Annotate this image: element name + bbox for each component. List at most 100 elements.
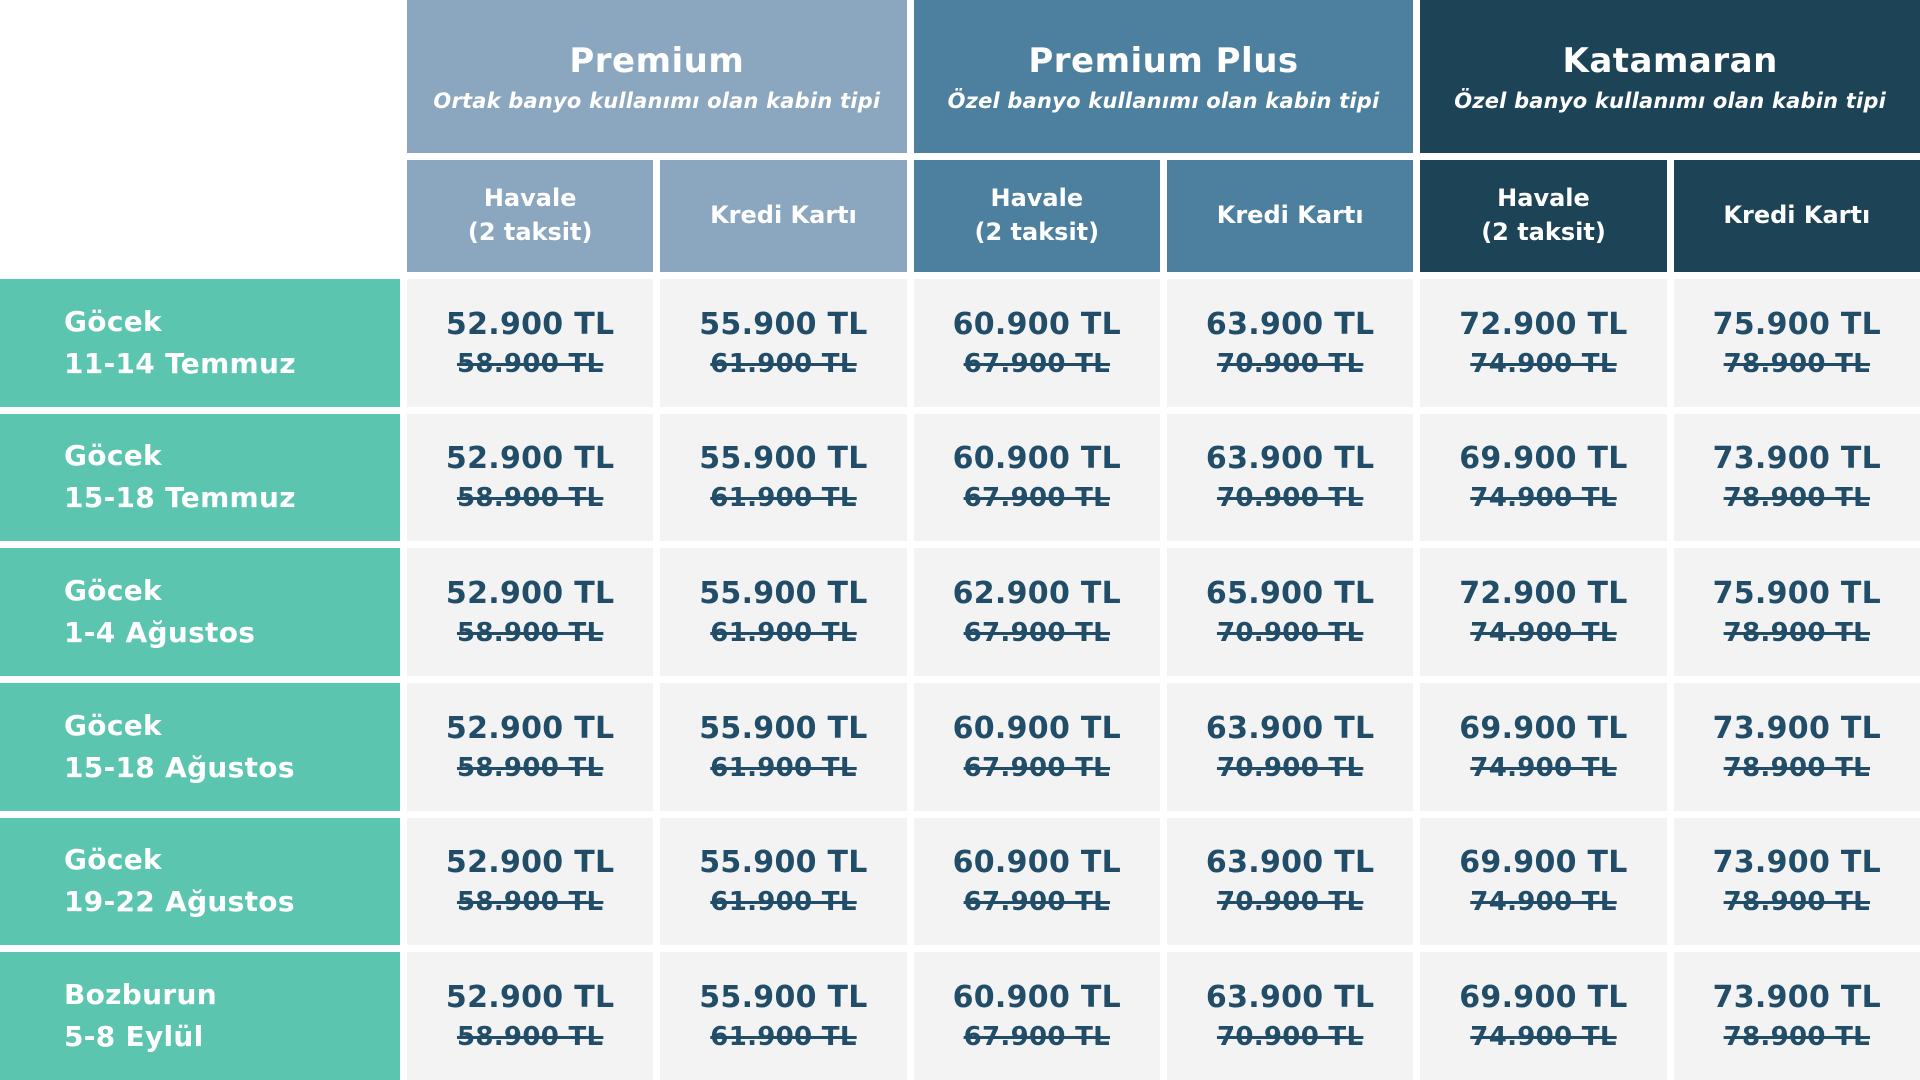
price-current: 75.900 TL bbox=[1712, 306, 1882, 342]
trip-destination: Göcek bbox=[64, 304, 162, 338]
group-title-premium: Premium bbox=[569, 40, 745, 81]
trip-label-bozburun-5-8-eylul: Bozburun 5-8 Eylül bbox=[0, 952, 400, 1080]
price-current: 52.900 TL bbox=[445, 576, 615, 612]
trip-dates: 1-4 Ağustos bbox=[64, 616, 256, 650]
price-old: 78.900 TL bbox=[1723, 752, 1871, 783]
price-cell: 63.900 TL 70.900 TL bbox=[1166, 413, 1414, 542]
price-old: 61.900 TL bbox=[710, 483, 857, 514]
havale-note: (2 taksit) bbox=[1481, 218, 1606, 246]
payment-header-katamaran-kredi: Kredi Kartı bbox=[1673, 160, 1920, 272]
price-cell: 73.900 TL 78.900 TL bbox=[1673, 817, 1920, 946]
group-header-premium-plus: Premium Plus Özel banyo kullanımı olan k… bbox=[913, 0, 1414, 153]
price-cell: 63.900 TL 70.900 TL bbox=[1166, 817, 1414, 946]
price-old: 70.900 TL bbox=[1216, 1022, 1364, 1053]
kredi-label: Kredi Kartı bbox=[1723, 201, 1871, 230]
price-old: 70.900 TL bbox=[1216, 752, 1364, 783]
price-old: 78.900 TL bbox=[1723, 348, 1871, 379]
trip-label-gocek-1-4-agustos: Göcek 1-4 Ağustos bbox=[0, 548, 400, 676]
payment-header-premium-havale: Havale (2 taksit) bbox=[407, 160, 654, 272]
price-current: 60.900 TL bbox=[952, 306, 1122, 342]
price-old: 58.900 TL bbox=[456, 348, 604, 379]
trip-dates: 19-22 Ağustos bbox=[64, 885, 295, 919]
price-old: 61.900 TL bbox=[710, 348, 857, 379]
price-current: 63.900 TL bbox=[1205, 306, 1375, 342]
price-cell: 52.900 TL 58.900 TL bbox=[407, 817, 654, 946]
havale-label: Havale bbox=[483, 184, 577, 213]
price-current: 72.900 TL bbox=[1459, 306, 1628, 342]
price-cell: 52.900 TL 58.900 TL bbox=[407, 279, 654, 407]
price-cell: 65.900 TL 70.900 TL bbox=[1166, 548, 1414, 676]
price-current: 69.900 TL bbox=[1459, 980, 1628, 1016]
payment-header-premium-kredi: Kredi Kartı bbox=[660, 160, 907, 272]
trip-dates: 11-14 Temmuz bbox=[64, 346, 296, 380]
price-current: 75.900 TL bbox=[1712, 576, 1882, 612]
trip-destination: Göcek bbox=[64, 708, 162, 742]
price-current: 63.900 TL bbox=[1205, 845, 1375, 881]
price-old: 74.900 TL bbox=[1470, 483, 1617, 514]
price-cell: 60.900 TL 67.900 TL bbox=[913, 682, 1160, 811]
price-old: 61.900 TL bbox=[710, 887, 857, 918]
havale-note: (2 taksit) bbox=[467, 218, 593, 246]
price-old: 61.900 TL bbox=[710, 1022, 857, 1053]
price-old: 58.900 TL bbox=[456, 618, 604, 649]
trip-destination: Göcek bbox=[64, 574, 162, 608]
price-current: 73.900 TL bbox=[1712, 710, 1882, 746]
price-cell: 63.900 TL 70.900 TL bbox=[1166, 279, 1414, 407]
price-cell: 52.900 TL 58.900 TL bbox=[407, 413, 654, 542]
price-cell: 69.900 TL 74.900 TL bbox=[1420, 817, 1667, 946]
price-current: 55.900 TL bbox=[699, 845, 868, 881]
price-old: 58.900 TL bbox=[456, 887, 604, 918]
price-current: 73.900 TL bbox=[1712, 980, 1882, 1016]
price-old: 70.900 TL bbox=[1216, 483, 1364, 514]
price-old: 70.900 TL bbox=[1216, 618, 1364, 649]
corner-spacer bbox=[0, 0, 400, 153]
price-current: 69.900 TL bbox=[1459, 441, 1628, 477]
havale-note: (2 taksit) bbox=[974, 218, 1100, 246]
payment-header-premium-plus-kredi: Kredi Kartı bbox=[1166, 160, 1414, 272]
trip-label-gocek-11-14-temmuz: Göcek 11-14 Temmuz bbox=[0, 279, 400, 407]
price-current: 73.900 TL bbox=[1712, 441, 1882, 477]
price-cell: 60.900 TL 67.900 TL bbox=[913, 413, 1160, 542]
price-cell: 72.900 TL 74.900 TL bbox=[1420, 548, 1667, 676]
price-cell: 75.900 TL 78.900 TL bbox=[1673, 548, 1920, 676]
trip-dates: 5-8 Eylül bbox=[64, 1020, 204, 1054]
price-current: 62.900 TL bbox=[952, 576, 1122, 612]
price-current: 65.900 TL bbox=[1205, 576, 1375, 612]
price-cell: 69.900 TL 74.900 TL bbox=[1420, 952, 1667, 1080]
price-current: 69.900 TL bbox=[1459, 710, 1628, 746]
price-current: 69.900 TL bbox=[1459, 845, 1628, 881]
group-title-katamaran: Katamaran bbox=[1562, 40, 1778, 81]
price-cell: 52.900 TL 58.900 TL bbox=[407, 952, 654, 1080]
trip-destination: Göcek bbox=[64, 439, 162, 473]
price-old: 74.900 TL bbox=[1470, 348, 1617, 379]
price-cell: 55.900 TL 61.900 TL bbox=[660, 817, 907, 946]
group-subtitle-premium: Ortak banyo kullanımı olan kabin tipi bbox=[433, 88, 881, 113]
price-cell: 55.900 TL 61.900 TL bbox=[660, 279, 907, 407]
trip-label-gocek-15-18-temmuz: Göcek 15-18 Temmuz bbox=[0, 413, 400, 542]
price-old: 61.900 TL bbox=[710, 752, 857, 783]
group-subtitle-katamaran: Özel banyo kullanımı olan kabin tipi bbox=[1454, 88, 1887, 113]
price-old: 74.900 TL bbox=[1470, 752, 1617, 783]
price-current: 55.900 TL bbox=[699, 441, 868, 477]
price-old: 74.900 TL bbox=[1470, 618, 1617, 649]
price-cell: 69.900 TL 74.900 TL bbox=[1420, 413, 1667, 542]
price-current: 55.900 TL bbox=[699, 576, 868, 612]
price-cell: 55.900 TL 61.900 TL bbox=[660, 682, 907, 811]
price-old: 70.900 TL bbox=[1216, 348, 1364, 379]
price-old: 61.900 TL bbox=[710, 618, 857, 649]
havale-label: Havale bbox=[990, 184, 1084, 213]
group-subtitle-premium-plus: Özel banyo kullanımı olan kabin tipi bbox=[947, 88, 1380, 113]
price-old: 67.900 TL bbox=[963, 887, 1111, 918]
price-cell: 63.900 TL 70.900 TL bbox=[1166, 682, 1414, 811]
price-old: 58.900 TL bbox=[456, 483, 604, 514]
price-old: 78.900 TL bbox=[1723, 887, 1871, 918]
price-cell: 69.900 TL 74.900 TL bbox=[1420, 682, 1667, 811]
price-cell: 55.900 TL 61.900 TL bbox=[660, 548, 907, 676]
payment-header-katamaran-havale: Havale (2 taksit) bbox=[1420, 160, 1667, 272]
price-current: 55.900 TL bbox=[699, 980, 868, 1016]
corner-spacer bbox=[0, 160, 400, 272]
price-current: 63.900 TL bbox=[1205, 710, 1375, 746]
price-old: 67.900 TL bbox=[963, 1022, 1111, 1053]
price-old: 58.900 TL bbox=[456, 1022, 604, 1053]
price-cell: 60.900 TL 67.900 TL bbox=[913, 817, 1160, 946]
